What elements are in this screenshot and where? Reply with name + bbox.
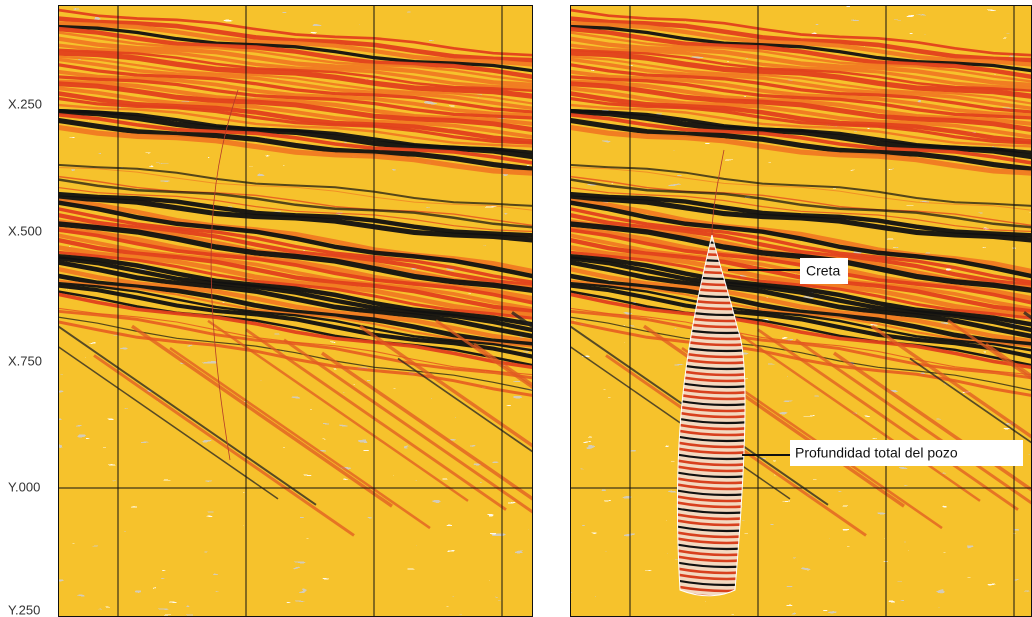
y-axis-label: Y.250 xyxy=(8,602,40,617)
y-axis-label: X.750 xyxy=(8,353,42,368)
y-axis-label: Y.000 xyxy=(8,479,40,494)
y-axis-labels: X.250 X.500 X.750 Y.000 Y.250 xyxy=(8,96,42,617)
y-axis-label: X.500 xyxy=(8,223,42,238)
seismic-figure: X.250 X.500 X.750 Y.000 Y.250 Creta Profundi… xyxy=(0,0,1032,617)
page: X.250 X.500 X.750 Y.000 Y.250 Creta Profundi… xyxy=(0,0,1032,617)
seismic-panel-right xyxy=(530,5,1032,617)
y-axis-label: X.250 xyxy=(8,96,42,111)
annotation-label: Profundidad total del pozo xyxy=(795,445,958,461)
annotation-label: Creta xyxy=(806,263,840,279)
